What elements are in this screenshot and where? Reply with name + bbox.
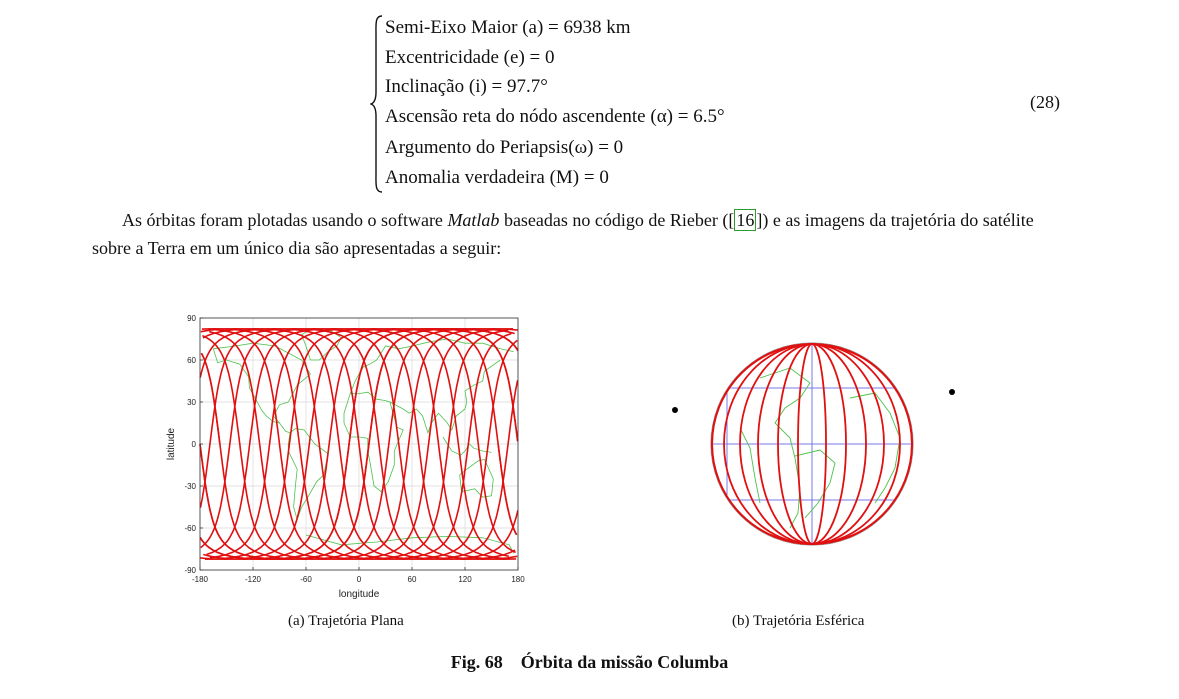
y-tick-label: 30 — [187, 398, 196, 407]
marker-dot — [949, 389, 955, 395]
marker-dot — [672, 407, 678, 413]
equation-line: Anomalia verdadeira (M) = 0 — [385, 167, 609, 188]
equation-line: Inclinação (i) = 97.7° — [385, 76, 548, 97]
figure-number: Fig. 68 — [450, 652, 503, 672]
y-tick-label: 0 — [192, 440, 197, 449]
y-tick-label: 90 — [187, 314, 196, 323]
x-axis-label: longitude — [339, 589, 380, 600]
sphere-orbit-figure — [710, 342, 914, 546]
equation-line: Argumento do Periapsis(ω) = 0 — [385, 137, 624, 158]
ground-track-line — [204, 327, 511, 560]
x-tick-label: -180 — [192, 575, 209, 584]
coastline-path — [212, 348, 280, 424]
x-tick-label: 0 — [357, 575, 362, 584]
paragraph-text: As órbitas foram plotadas usando o softw… — [122, 210, 448, 230]
y-tick-label: -30 — [184, 482, 196, 491]
body-paragraph: As órbitas foram plotadas usando o softw… — [92, 206, 1072, 262]
equation-system: Semi-Eixo Maior (a) = 6938 km Excentrici… — [370, 14, 1090, 194]
software-name: Matlab — [447, 210, 500, 230]
ground-track-line — [199, 327, 519, 561]
ground-track-chart: -180 -120 -60 0 60 120 180 90 60 30 0 -30 -60 -90 long… — [166, 314, 525, 600]
ground-track-line — [203, 327, 516, 561]
ground-track-line — [202, 327, 515, 561]
subfigure-caption-a: (a) Trajetória Plana — [288, 613, 404, 629]
coastline-path — [459, 458, 494, 498]
sphere-orbit-plot — [700, 338, 930, 563]
subfigure-caption-b: (b) Trajetória Esférica — [732, 613, 865, 629]
equation-line: Semi-Eixo Maior (a) = 6938 km — [385, 17, 631, 38]
paragraph-text: ]) e as imagens da trajetória do satélit… — [92, 210, 1034, 258]
ground-track-plot: -180 -120 -60 0 60 120 180 90 60 30 0 -30 -60 -90 long… — [160, 310, 540, 615]
equation-line: Ascensão reta do nódo ascendente (α) = 6… — [385, 106, 725, 127]
citation-link[interactable]: 16 — [734, 209, 757, 231]
x-tick-label: -120 — [245, 575, 262, 584]
ground-track-line — [199, 327, 519, 561]
left-brace — [370, 15, 383, 193]
y-axis-label: latitude — [166, 427, 177, 460]
coastline-path — [343, 391, 404, 493]
ground-track-line — [209, 327, 518, 561]
ground-track-line — [199, 327, 519, 561]
ground-track-line — [200, 327, 512, 561]
equation-line: Excentricidade (e) = 0 — [385, 47, 555, 68]
ground-track-line — [206, 327, 518, 561]
y-tick-label: 60 — [187, 356, 196, 365]
x-tick-label: 180 — [511, 575, 525, 584]
x-tick-label: 120 — [458, 575, 472, 584]
coastline-path — [389, 359, 501, 435]
y-tick-label: -60 — [184, 524, 196, 533]
paragraph-text: baseadas no código de Rieber ([ — [499, 210, 735, 230]
globe-coastline — [739, 427, 761, 504]
x-tick-label: 60 — [408, 575, 417, 584]
ground-track-line — [200, 327, 509, 561]
equation-number: (28) — [1030, 92, 1060, 112]
ground-track-line — [200, 327, 516, 561]
y-tick-label: -90 — [184, 566, 196, 575]
ground-track-line — [209, 327, 517, 561]
globe-coastline — [794, 449, 836, 519]
ground-track-line — [199, 327, 519, 561]
figure-title: Órbita da missão Columba — [520, 652, 729, 672]
coastline-path — [305, 534, 514, 554]
orbit-track — [711, 343, 913, 545]
coastline-path — [213, 342, 311, 434]
figure-caption: Fig. 68 Órbita da missão Columba — [0, 652, 1179, 673]
ground-track-line — [201, 327, 509, 561]
x-tick-label: -60 — [300, 575, 312, 584]
